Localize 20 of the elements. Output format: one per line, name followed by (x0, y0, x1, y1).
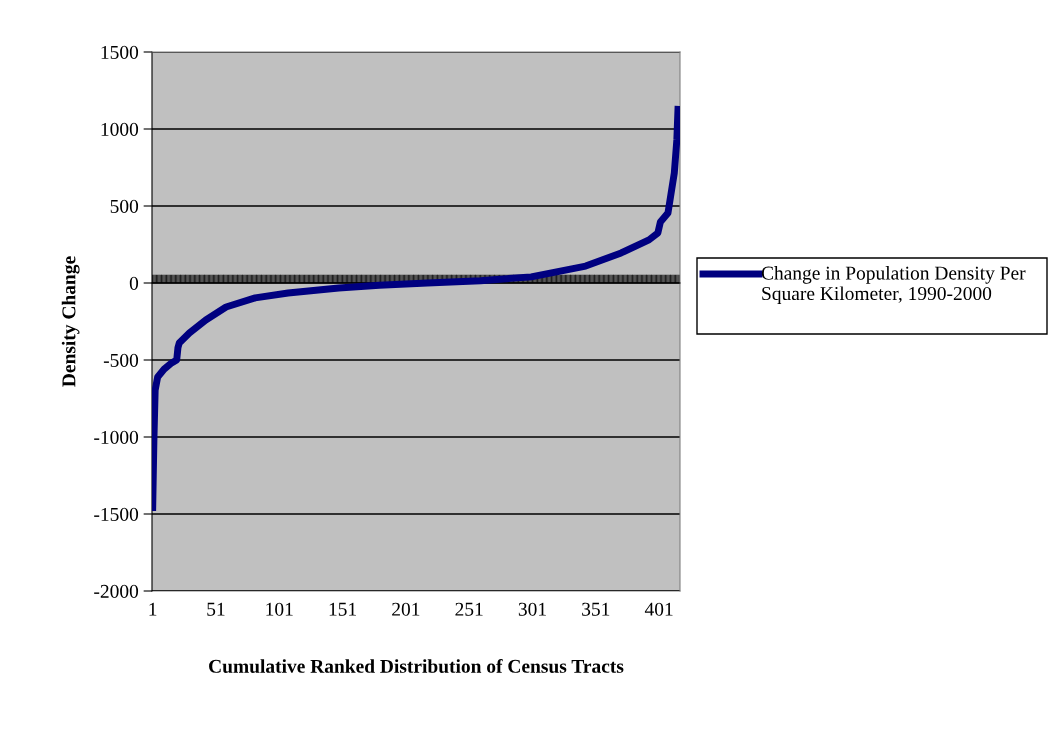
x-tick-label: 101 (266, 602, 293, 616)
x-tick-label: 1 (149, 602, 157, 616)
y-tick-label: -1500 (94, 507, 139, 521)
legend-label: Change in Population Density Per Square Kilometer, 1990-2000 (761, 266, 1026, 305)
x-tick-label: 151 (329, 602, 356, 616)
x-tick-label: 401 (644, 602, 673, 616)
x-tick-label: 351 (582, 602, 610, 616)
y-tick-label: 0 (129, 276, 139, 290)
y-tick-label: 500 (110, 199, 139, 213)
x-tick-label: 201 (392, 602, 420, 616)
y-tick-label: -500 (103, 353, 139, 367)
y-tick-label: -1000 (94, 430, 139, 444)
x-tick-label: 301 (518, 602, 546, 616)
y-axis-title: Density Change (61, 256, 80, 387)
y-tick-label: -2000 (94, 584, 139, 598)
y-tick-label: 1500 (101, 45, 139, 59)
x-axis-title: Cumulative Ranked Distribution of Census Tracts (209, 658, 624, 673)
y-tick-label: 1000 (101, 122, 139, 136)
x-tick-label: 51 (207, 602, 225, 616)
x-tick-label: 251 (455, 602, 483, 616)
